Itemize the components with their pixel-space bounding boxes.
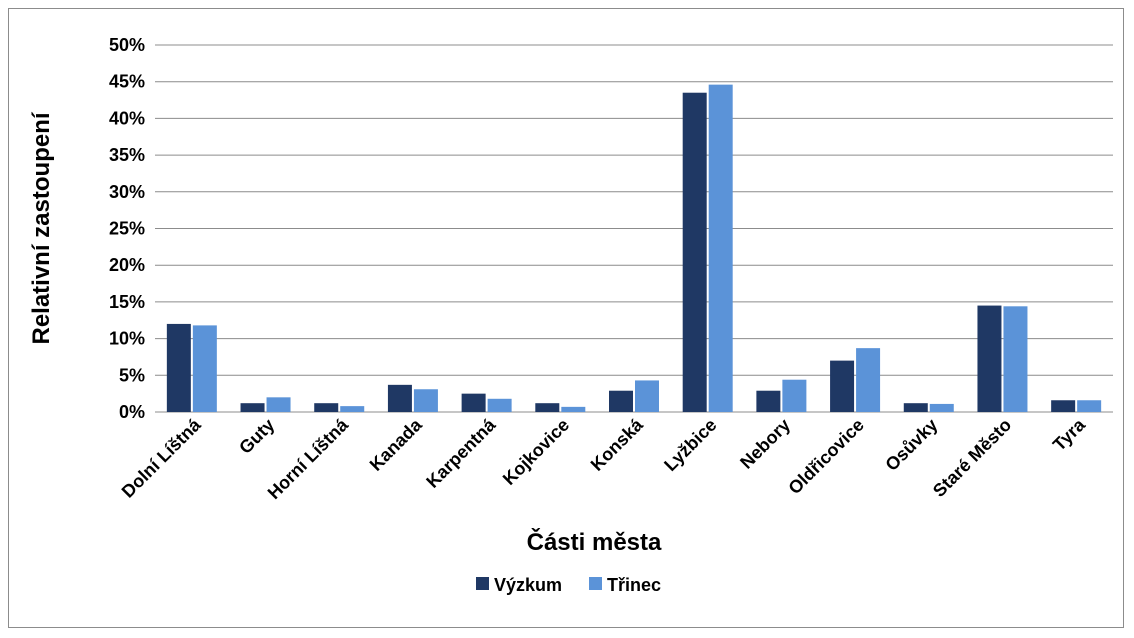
bar-trinec — [266, 397, 291, 412]
bar-vyzkum — [314, 403, 339, 412]
bar-trinec — [487, 398, 512, 412]
y-tick-label: 35% — [109, 145, 145, 165]
y-tick-label: 10% — [109, 329, 145, 349]
bar-vyzkum — [609, 390, 633, 412]
chart-frame: 0% 5% 10% 15% 20% 25% 30% 35% 40% 45% 50% Dolní Lí… — [8, 8, 1124, 628]
bar-vyzkum — [240, 403, 265, 412]
bar-vyzkum — [166, 323, 191, 412]
bar-vyzkum — [756, 390, 781, 412]
x-tick-label: Staré Město — [929, 415, 1015, 501]
bar-vyzkum — [1051, 400, 1076, 412]
bar-trinec — [635, 380, 659, 412]
gridlines — [155, 44, 1113, 413]
legend-label: Třinec — [607, 575, 661, 595]
bar-trinec — [413, 389, 438, 412]
y-tick-label: 50% — [109, 35, 145, 55]
legend-swatch — [589, 577, 602, 590]
bar-chart: 0% 5% 10% 15% 20% 25% 30% 35% 40% 45% 50% Dolní Lí… — [28, 35, 1113, 595]
legend: Výzkum Třinec — [476, 575, 661, 595]
bar-vyzkum — [387, 384, 412, 412]
y-tick-label: 25% — [109, 219, 145, 239]
bar-trinec — [340, 406, 365, 412]
bar-trinec — [929, 403, 954, 412]
bar-trinec — [782, 379, 807, 412]
x-tick-label: Lyžbice — [660, 415, 720, 475]
bar-trinec — [192, 325, 217, 412]
bar-vyzkum — [535, 403, 560, 412]
x-tick-label: Nebory — [736, 415, 794, 473]
x-axis-title: Části města — [527, 528, 662, 556]
x-tick-label: Kanada — [366, 414, 427, 475]
bar-trinec — [1003, 306, 1028, 412]
y-tick-label: 15% — [109, 292, 145, 312]
legend-swatch — [476, 577, 489, 590]
bar-vyzkum — [830, 360, 855, 412]
x-tick-label: Dolní Líštná — [118, 414, 206, 502]
y-tick-labels: 0% 5% 10% 15% 20% 25% 30% 35% 40% 45% 50% — [109, 35, 145, 422]
x-tick-label: Kojkovice — [499, 415, 573, 489]
bar-trinec — [856, 348, 881, 412]
y-tick-label: 20% — [109, 255, 145, 275]
bar-trinec — [708, 84, 733, 413]
bar-vyzkum — [461, 393, 486, 412]
bar-vyzkum — [682, 92, 707, 413]
bar-vyzkum — [977, 305, 1002, 412]
y-axis-title: Relativní zastoupení — [28, 111, 55, 344]
x-tick-label: Oldřicovice — [784, 415, 867, 498]
bar-trinec — [561, 406, 586, 412]
y-tick-label: 40% — [109, 108, 145, 128]
x-tick-label: Karpentná — [422, 414, 500, 492]
x-tick-label: Konská — [587, 414, 648, 475]
bars — [166, 84, 1102, 413]
x-tick-label: Guty — [235, 415, 278, 458]
bar-trinec — [1077, 400, 1102, 412]
legend-label: Výzkum — [494, 575, 562, 595]
bar-vyzkum — [903, 403, 928, 412]
x-tick-label: Tyra — [1049, 414, 1090, 455]
y-tick-label: 30% — [109, 182, 145, 202]
x-tick-label: Osůvky — [881, 415, 941, 475]
x-tick-label: Horní Líštná — [264, 414, 353, 503]
y-tick-label: 5% — [119, 365, 145, 385]
y-tick-label: 0% — [119, 402, 145, 422]
y-tick-label: 45% — [109, 72, 145, 92]
